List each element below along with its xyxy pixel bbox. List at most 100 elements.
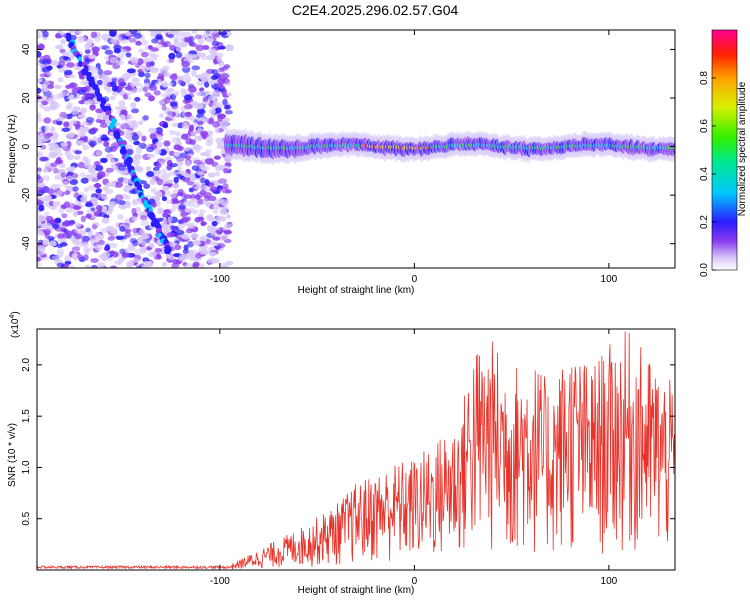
heatmap-cell: [116, 60, 124, 66]
heatmap-cell: [161, 168, 168, 174]
heatmap-cell: [48, 146, 55, 152]
heatmap-cell: [100, 193, 108, 200]
heatmap-cell: [196, 135, 202, 140]
colorbar-tick-label: 0.8: [699, 71, 710, 85]
heatmap-cell: [188, 85, 197, 93]
heatmap-cell: [37, 176, 44, 184]
heatmap-cell: [222, 78, 230, 84]
heatmap-cell: [212, 121, 221, 128]
heatmap-cell: [104, 244, 111, 251]
heatmap-cell: [225, 214, 231, 219]
heatmap-cell: [212, 208, 219, 215]
heatmap-cell: [37, 186, 43, 193]
heatmap-cell: [62, 180, 69, 188]
heatmap-cell: [132, 227, 140, 234]
heatmap-cell: [217, 113, 226, 119]
heatmap-cell: [154, 248, 163, 253]
heatmap-cell: [200, 177, 206, 184]
snr-panel: -100 0 100 0.5 1.0 1.5 2.0 Height of straight…: [7, 311, 676, 596]
heatmap-cell: [66, 154, 74, 161]
heatmap-cell: [181, 60, 191, 68]
heatmap-cell: [64, 69, 73, 76]
heatmap-cell: [148, 242, 155, 248]
heatmap-cell: [146, 171, 155, 177]
heatmap-cell: [109, 56, 119, 64]
heatmap-cell: [104, 146, 113, 153]
heatmap-cell: [58, 207, 65, 215]
heatmap-cell: [214, 216, 224, 222]
colorbar-tick-label: 0.0: [699, 263, 710, 277]
heatmap-cell: [197, 37, 205, 45]
heatmap-cell: [74, 155, 81, 161]
heatmap-cell: [190, 232, 200, 239]
heatmap-cell: [50, 102, 60, 109]
heatmap-cell: [151, 201, 157, 208]
heatmap-cell: [165, 199, 173, 204]
heatmap-cell: [88, 65, 95, 71]
heatmap-cell: [226, 92, 232, 97]
heatmap-cell: [48, 200, 55, 207]
heatmap-cell: [70, 166, 76, 172]
heatmap-cell: [209, 30, 218, 34]
heatmap-cell: [41, 100, 49, 106]
heatmap-cell: [184, 103, 193, 110]
heatmap-cell: [41, 66, 51, 73]
heatmap-cell: [155, 44, 165, 49]
heatmap-cell: [95, 108, 104, 114]
heatmap-cell: [134, 82, 142, 87]
heatmap-cell: [161, 196, 167, 202]
heatmap-cell: [181, 122, 189, 130]
bottom-y-axis: 0.5 1.0 1.5 2.0: [21, 358, 675, 526]
heatmap-cell: [154, 148, 162, 155]
heatmap-cell: [80, 177, 89, 184]
heatmap-cell: [82, 156, 88, 162]
heatmap-cell: [51, 137, 58, 142]
heatmap-cell: [90, 264, 98, 268]
heatmap-cell: [60, 38, 66, 45]
heatmap-cell: [73, 65, 83, 71]
heatmap-cell: [83, 254, 89, 261]
heatmap-cell: [77, 89, 86, 95]
heatmap-cell: [148, 127, 157, 133]
top-plot-frame: [36, 29, 676, 269]
heatmap-cell: [140, 234, 148, 240]
bottom-x-axis-label: Height of straight line (km): [298, 585, 415, 596]
heatmap-cell: [39, 56, 46, 61]
heatmap-cell: [140, 219, 150, 227]
heatmap-cell: [105, 110, 112, 116]
heatmap-cell: [195, 74, 203, 79]
heatmap-cell: [97, 262, 105, 268]
heatmap-cell: [105, 153, 114, 160]
heatmap-cell: [117, 200, 126, 206]
heatmap-cell: [58, 116, 65, 122]
heatmap-cell: [76, 238, 84, 245]
bottom-plot-frame: [36, 328, 676, 571]
heatmap-cell: [37, 95, 42, 100]
heatmap-cell: [126, 129, 134, 136]
heatmap-cell: [180, 41, 188, 48]
heatmap-cell: [108, 242, 118, 249]
heatmap-cell: [126, 113, 133, 120]
heatmap-cell: [151, 38, 159, 44]
heatmap-cell: [162, 30, 168, 34]
heatmap-cell: [55, 32, 62, 39]
heatmap-cell: [54, 84, 61, 90]
heatmap-cell: [101, 217, 110, 224]
heatmap-cell: [90, 31, 98, 39]
heatmap-cell: [155, 81, 161, 87]
heatmap-cell: [175, 136, 181, 143]
heatmap-cell: [117, 214, 124, 220]
heatmap-cell: [204, 179, 210, 186]
heatmap-cell: [143, 183, 151, 190]
heatmap-cell: [176, 191, 184, 197]
heatmap-cell: [147, 45, 153, 50]
heatmap-cell: [81, 121, 89, 126]
heatmap-cell: [208, 251, 218, 257]
heatmap-cell: [161, 172, 171, 179]
heatmap-cell: [135, 41, 142, 46]
heatmap-cell: [208, 95, 216, 101]
heatmap-cell: [224, 189, 232, 194]
y-tick-label: -40: [21, 236, 32, 251]
heatmap-cell: [138, 71, 145, 78]
heatmap-cell: [211, 89, 220, 95]
